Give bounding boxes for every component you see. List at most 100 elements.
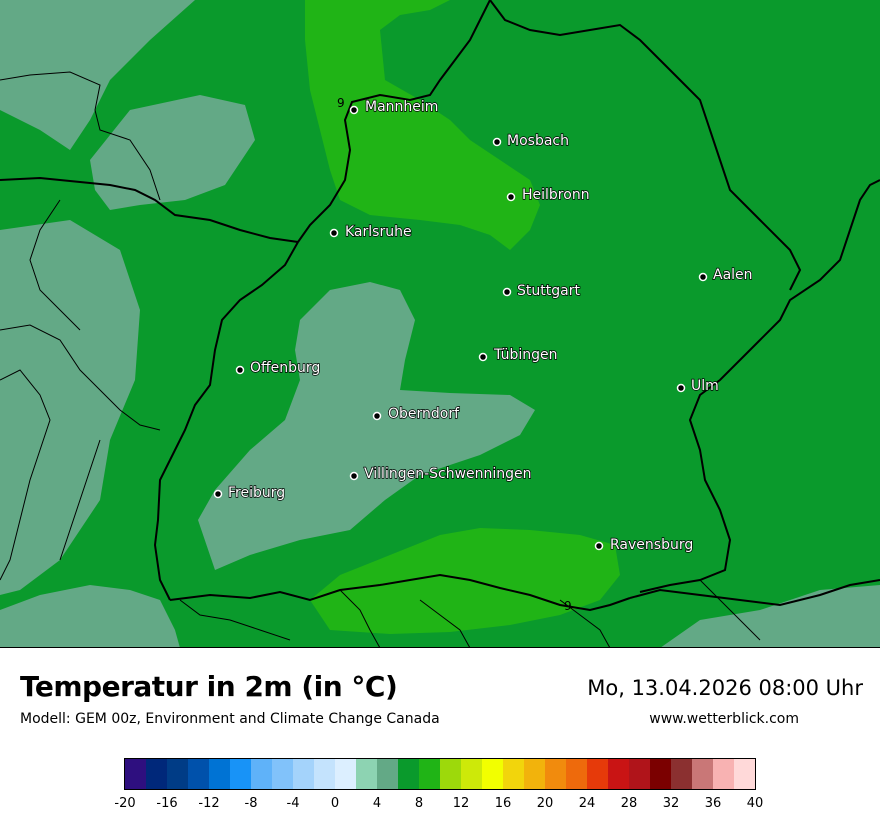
temperature-field-4-6-northwest-2 [90,95,255,210]
legend-swatch [692,759,713,789]
city-label: Aalen [713,267,753,283]
legend-tick: -12 [198,796,220,811]
color-legend [124,758,756,790]
county-border [0,71,761,648]
city-dot [492,137,502,147]
legend-swatch [293,759,314,789]
city-label: Stuttgart [517,283,580,299]
city-marker-tuebingen: Tübingen [478,346,558,364]
city-label: Tübingen [493,347,558,363]
temperature-map: 9 9 Mannheim Mosbach Heilbronn Karlsruhe… [0,0,880,648]
legend-swatch [230,759,251,789]
map-bottom-border [0,647,880,648]
legend-swatch [377,759,398,789]
city-label: Ravensburg [610,537,693,553]
temperature-field-8-10-south [310,528,620,634]
legend-tick-labels: -20 -16 -12 -8 -4 0 4 8 12 16 20 24 28 32 36 40 [0,794,880,814]
city-dot [372,411,382,421]
legend-swatch [419,759,440,789]
model-source: Modell: GEM 00z, Environment and Climate… [20,711,440,727]
legend-swatch [398,759,419,789]
legend-swatch [545,759,566,789]
city-marker-oberndorf: Oberndorf [372,405,461,423]
city-dot [506,192,516,202]
legend-swatch [440,759,461,789]
city-label: Oberndorf [388,406,460,422]
legend-swatch [251,759,272,789]
city-marker-stuttgart: Stuttgart [502,282,581,300]
value-label-north: 9 [337,96,345,110]
legend-swatch [482,759,503,789]
value-label-south: 9 [564,599,572,613]
temperature-field-4-6-southwest [0,585,180,648]
legend-swatch [209,759,230,789]
city-label: Offenburg [250,360,320,376]
legend-swatch [188,759,209,789]
legend-tick: 0 [330,796,340,811]
city-marker-heilbronn: Heilbronn [506,186,590,204]
legend-tick: 4 [372,796,382,811]
city-dot [349,105,359,115]
legend-swatch [503,759,524,789]
city-dot [594,541,604,551]
city-dot [349,471,359,481]
legend-swatch [587,759,608,789]
legend-tick: 8 [414,796,424,811]
legend-tick: 36 [704,796,722,811]
city-marker-freiburg: Freiburg [213,484,286,502]
city-marker-mosbach: Mosbach [492,132,570,150]
legend-swatch [314,759,335,789]
legend-swatch [713,759,734,789]
legend-tick: -4 [286,796,300,811]
city-marker-ulm: Ulm [676,377,719,395]
legend-tick: 20 [536,796,554,811]
page-title: Temperatur in 2m (in °C) [20,670,398,703]
legend-swatch [461,759,482,789]
city-dot [698,272,708,282]
city-marker-offenburg: Offenburg [235,359,321,377]
legend-tick: -16 [156,796,178,811]
city-marker-aalen: Aalen [698,266,753,284]
legend-swatch [356,759,377,789]
city-label: Karlsruhe [345,224,412,240]
legend-swatch [524,759,545,789]
forecast-datetime: Mo, 13.04.2026 08:00 Uhr [587,676,863,700]
city-marker-ravensburg: Ravensburg [594,536,694,554]
legend-swatch [272,759,293,789]
legend-swatch [734,759,755,789]
city-label: Heilbronn [522,187,590,203]
state-border [0,0,880,612]
legend-tick: 32 [662,796,680,811]
city-dot [676,383,686,393]
legend-tick: 24 [578,796,596,811]
legend-tick: 28 [620,796,638,811]
legend-tick: 12 [452,796,470,811]
city-dot [502,287,512,297]
legend-swatch [566,759,587,789]
legend-tick: 40 [746,796,764,811]
city-marker-villingen-schwenningen: Villingen-Schwenningen [349,465,532,483]
temperature-field-4-6-northwest [0,0,195,150]
legend-swatch [146,759,167,789]
legend-tick: -8 [244,796,258,811]
legend-swatch [650,759,671,789]
city-dot [213,489,223,499]
city-marker-mannheim: Mannheim [349,98,439,116]
legend-swatch [125,759,146,789]
city-label: Villingen-Schwenningen [364,466,532,482]
city-dot [235,365,245,375]
temperature-field-4-6-west [0,220,140,595]
city-label: Ulm [691,378,719,394]
city-dot [329,228,339,238]
website-link[interactable]: www.wetterblick.com [649,711,799,727]
city-marker-karlsruhe: Karlsruhe [329,223,412,241]
legend-swatch [629,759,650,789]
city-label: Mannheim [365,99,438,115]
temperature-field-8-10-north [305,0,540,250]
temperature-field-4-6-central [198,282,535,570]
city-dot [478,352,488,362]
city-label: Freiburg [228,485,285,501]
temperature-field-4-6-southeast [660,585,880,648]
legend-swatch [335,759,356,789]
city-label: Mosbach [507,133,569,149]
